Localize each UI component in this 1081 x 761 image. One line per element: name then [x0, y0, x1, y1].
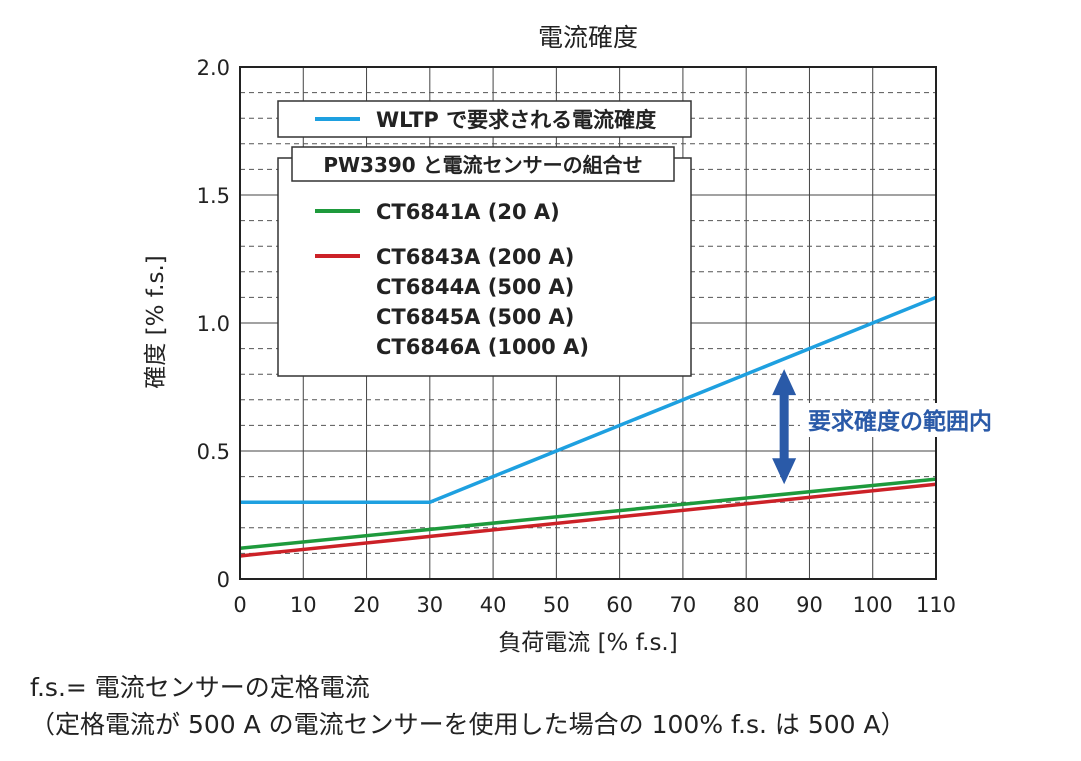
x-tick-label: 60 — [606, 593, 633, 617]
x-tick-label: 90 — [796, 593, 823, 617]
y-tick-label: 2.0 — [197, 56, 230, 80]
y-tick-label: 1.5 — [197, 184, 230, 208]
x-tick-label: 40 — [480, 593, 507, 617]
chart-title: 電流確度 — [538, 23, 638, 52]
x-tick-label: 0 — [233, 593, 246, 617]
legend-red-label-3: CT6845A (500 A) — [376, 305, 574, 329]
x-tick-label: 70 — [670, 593, 697, 617]
tick-labels: 0 10 20 30 40 50 60 70 80 90 100 110 0 0.5 1.0 1.5 2.0 — [197, 56, 956, 617]
y-tick-label: 0 — [217, 568, 230, 592]
footnote-fs: f.s.= 電流センサーの定格電流 — [30, 673, 370, 702]
y-tick-label: 0.5 — [197, 440, 230, 464]
y-tick-label: 1.0 — [197, 312, 230, 336]
annotation: 要求確度の範囲内 — [772, 369, 1036, 485]
legend-green-label: CT6841A (20 A) — [376, 200, 560, 224]
annotation-text-bg — [800, 403, 1036, 437]
x-tick-label: 30 — [416, 593, 443, 617]
legend-wltp-label: WLTP で要求される電流確度 — [376, 108, 656, 132]
legend-wltp: WLTP で要求される電流確度 — [277, 100, 692, 138]
legend-combo: PW3390 と電流センサーの組合せ CT6841A (20 A) CT6843… — [277, 146, 692, 377]
series-line-0 — [240, 295, 937, 504]
legend-red-label-4: CT6846A (1000 A) — [376, 335, 589, 359]
x-tick-label: 100 — [853, 593, 893, 617]
legend-red-label-2: CT6844A (500 A) — [376, 275, 574, 299]
x-tick-label: 20 — [353, 593, 380, 617]
y-axis-label: 確度 [% f.s.] — [143, 255, 169, 388]
x-tick-label: 10 — [290, 593, 317, 617]
legend-red-label: CT6843A (200 A) — [376, 245, 574, 269]
legend-combo-box — [277, 157, 692, 377]
double-arrow-icon — [772, 369, 797, 485]
footnote-example: （定格電流が 500 A の電流センサーを使用した場合の 100% f.s. は… — [30, 710, 906, 739]
x-axis-label: 負荷電流 [% f.s.] — [498, 630, 677, 656]
x-tick-label: 50 — [543, 593, 570, 617]
legend-combo-header-box — [291, 146, 675, 182]
plot-frame — [239, 66, 937, 580]
x-tick-label: 110 — [916, 593, 956, 617]
annotation-text: 要求確度の範囲内 — [808, 408, 992, 435]
series-lines — [239, 295, 937, 558]
legend-combo-header: PW3390 と電流センサーの組合せ — [323, 153, 642, 177]
series-line-2 — [239, 482, 937, 558]
series-line-1 — [239, 477, 937, 551]
x-tick-label: 80 — [733, 593, 760, 617]
